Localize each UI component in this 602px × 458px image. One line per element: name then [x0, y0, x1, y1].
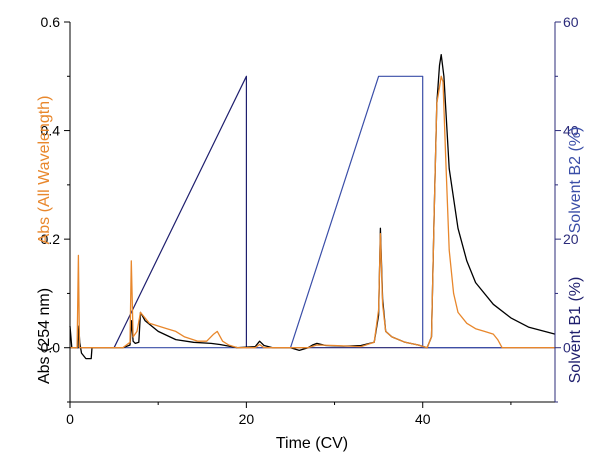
left-axis-label-secondary: Abs (All Wavelength) — [36, 96, 53, 245]
left-axis-label-primary: Abs (254 nm) — [36, 288, 53, 384]
y-right-tick-label: 60 — [563, 14, 579, 30]
y-left-tick-label: 0.6 — [41, 14, 61, 30]
y-left-tick-label: 0.4 — [41, 123, 61, 139]
series-line-solventB1 — [70, 75, 555, 349]
y-right-tick-label: 40 — [563, 123, 579, 139]
y-right-tick-label: 0 — [563, 340, 571, 356]
labels-layer: Time (CV) Abs (254 nm) Abs (All Waveleng… — [36, 96, 584, 452]
y-right-tick-label: 20 — [563, 231, 579, 247]
y-left-tick-label: 0.2 — [41, 231, 61, 247]
x-tick-label: 40 — [415, 411, 431, 427]
series-line-solventB2 — [70, 75, 555, 349]
y-left-tick-label: 0.0 — [41, 340, 61, 356]
ticks-layer: 0 20 40 0.0 0.2 0.4 0.6 0 20 40 60 — [41, 14, 579, 427]
right-axis-label-primary: Solvent B1 (%) — [567, 277, 584, 384]
series-line-abs254 — [69, 53, 556, 360]
x-tick-label: 0 — [66, 411, 74, 427]
series-layer — [69, 53, 556, 360]
x-axis-label: Time (CV) — [276, 435, 348, 452]
axes-layer — [69, 22, 556, 403]
x-tick-label: 20 — [239, 411, 255, 427]
series-line-absall — [70, 75, 555, 349]
right-axis-label-secondary: Solvent B2 (%) — [567, 127, 584, 234]
